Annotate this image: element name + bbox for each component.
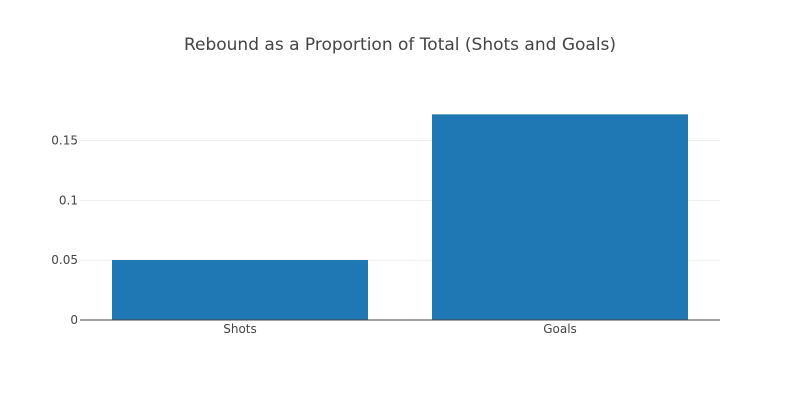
bar-goals[interactable] [432,114,688,320]
y-tick-label: 0.1 [59,193,78,207]
chart-title: Rebound as a Proportion of Total (Shots … [184,35,616,55]
y-tick-label: 0 [70,313,78,327]
x-tick-label: Goals [543,322,577,336]
bar-layer [112,114,688,320]
y-tick-label: 0.15 [51,134,78,148]
y-tick-label: 0.05 [51,253,78,267]
tick-label-layer: 0 0.05 0.1 0.15 Shots Goals [51,134,577,336]
x-tick-label: Shots [223,322,257,336]
bar-shots[interactable] [112,259,368,320]
